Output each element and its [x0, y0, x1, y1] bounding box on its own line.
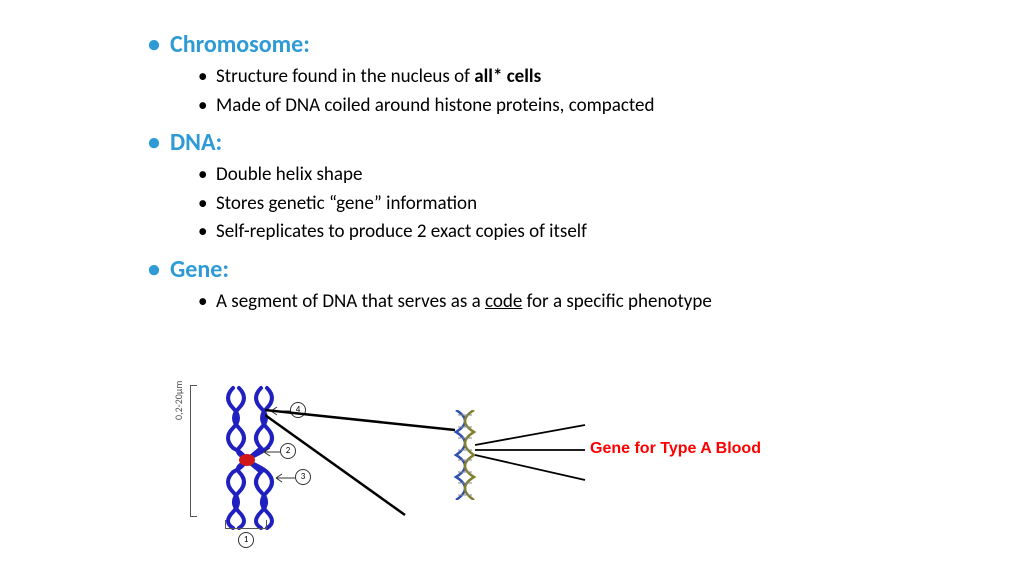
- chromosome-point-1: Structure found in the nucleus of all* c…: [198, 63, 1024, 92]
- zoom-lines-2: [475, 420, 595, 490]
- dna-point-2: Stores genetic “gene” information: [198, 190, 1024, 219]
- gene-type-a-label: Gene for Type A Blood: [590, 440, 761, 458]
- callout-1: 1: [238, 532, 254, 548]
- scale-bar: [190, 385, 197, 517]
- gene-point-1: A segment of DNA that serves as a code f…: [198, 288, 1024, 317]
- heading-gene: Gene:: [170, 255, 1024, 284]
- scale-label: 0,2-20μm: [172, 381, 185, 420]
- dna-point-3: Self-replicates to produce 2 exact copie…: [198, 218, 1024, 247]
- definitions-list: Chromosome: Structure found in the nucle…: [170, 30, 1024, 316]
- zoom-lines-1: [265, 390, 465, 520]
- heading-chromosome: Chromosome:: [170, 30, 1024, 59]
- chromosome-point-2: Made of DNA coiled around histone protei…: [198, 92, 1024, 121]
- diagram-area: 0,2-20μm 4 2 3 1: [170, 370, 870, 550]
- heading-dna: DNA:: [170, 128, 1024, 157]
- dna-point-1: Double helix shape: [198, 161, 1024, 190]
